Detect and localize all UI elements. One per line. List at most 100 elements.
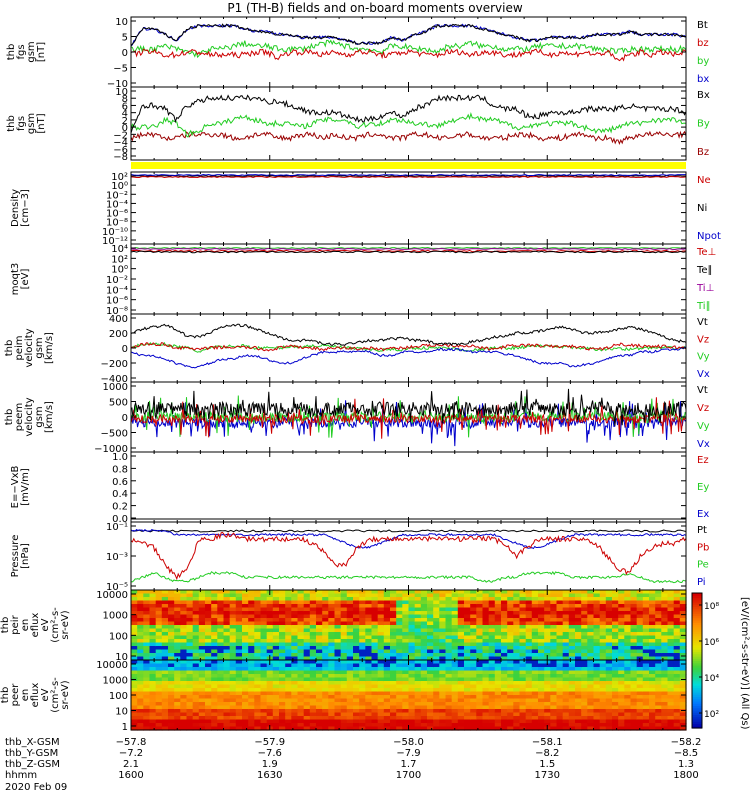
spectrogram-cell [248,639,255,644]
colorbar-cell [692,723,702,727]
spectrogram-cell [538,656,545,661]
spectrogram-cell [642,670,650,675]
spectrogram-cell [414,632,422,637]
spectrogram-cell [328,681,336,686]
spectrogram-cell [679,702,687,707]
spectrogram-cell [254,677,262,682]
spectrogram-cell [587,646,595,651]
spectrogram-cell [525,621,533,626]
spectrogram-cell [531,674,539,679]
spectrogram-cell [205,684,212,689]
spectrogram-cell [630,681,638,686]
spectrogram-cell [328,604,336,609]
spectrogram-cell [383,600,391,605]
spectrogram-cell [562,663,570,668]
spectrogram-cell [371,688,379,693]
spectrogram-cell [476,597,484,602]
spectrogram-cell [476,716,484,721]
spectrogram-cell [538,600,545,605]
spectrogram-cell [242,691,249,696]
spectrogram-cell [439,688,447,693]
spectrogram-cell [359,674,366,679]
spectrogram-cell [143,712,151,717]
spectrogram-cell [390,607,397,612]
spectrogram-cell [649,726,656,731]
spectrogram-cell [353,670,360,675]
spectrogram-cell [359,635,366,640]
spectrogram-cell [303,688,311,693]
spectrogram-cell [519,674,527,679]
spectrogram-cell [260,604,268,609]
spectrogram-cell [155,628,163,633]
spectrogram-cell [229,688,237,693]
spectrogram-cell [624,642,632,647]
spectrogram-cell [544,688,551,693]
spectrogram-cell [168,719,175,724]
spectrogram-cell [525,716,533,721]
spectrogram-cell [223,597,231,602]
spectrogram-cell [223,607,231,612]
spectrogram-cell [180,677,188,682]
spectrogram-cell [334,649,342,654]
colorbar-cell [692,647,702,650]
spectrogram-cell [439,604,447,609]
legend-item: Bt [697,20,708,31]
spectrogram-cell [636,674,644,679]
spectrogram-cell [396,646,403,651]
spectrogram-cell [494,593,502,598]
spectrogram-cell [396,709,403,714]
spectrogram-cell [581,709,588,714]
spectrogram-cell [390,618,397,623]
spectrogram-cell [636,618,644,623]
spectrogram-cell [192,632,200,637]
spectrogram-cell [420,695,428,700]
spectrogram-cell [297,604,305,609]
spectrogram-cell [365,635,373,640]
spectrogram-cell [316,625,323,630]
spectrogram-cell [192,649,200,654]
spectrogram-cell [550,705,558,710]
spectrogram-cell [322,621,329,626]
colorbar-cell [692,701,702,704]
spectrogram-cell [439,674,447,679]
spectrogram-cell [211,628,218,633]
y-tick-label: 0 [122,123,128,134]
spectrogram-cell [217,628,225,633]
spectrogram-cell [266,618,274,623]
spectrogram-cell [383,684,391,689]
spectrogram-cell [679,642,687,647]
spectrogram-cell [334,695,342,700]
y-axis-label-line: velocity [24,328,35,367]
spectrogram-cell [451,723,459,728]
spectrogram-cell [396,621,403,626]
spectrogram-cell [488,681,496,686]
spectrogram-cell [488,660,496,665]
spectrogram-cell [501,590,508,595]
spectrogram-cell [494,632,502,637]
y-axis-label-line: [km/s] [44,332,55,364]
spectrogram-cell [470,688,477,693]
spectrogram-cell [155,593,163,598]
spectrogram-cell [519,716,527,721]
spectrogram-cell [525,632,533,637]
spectrogram-cell [673,635,681,640]
y-axis-label-line: eV [40,618,51,631]
spectrogram-cell [482,709,490,714]
spectrogram-cell [655,681,662,686]
spectrogram-cell [488,674,496,679]
spectrogram-cell [556,597,564,602]
spectrogram-cell [285,684,292,689]
spectrogram-cell [254,663,262,668]
spectrogram-cell [642,600,650,605]
spectrogram-cell [445,667,453,672]
spectrogram-cell [655,705,662,710]
spectrogram-cell [223,611,231,616]
spectrogram-cell [457,677,465,682]
spectrogram-cell [531,628,539,633]
spectrogram-cell [408,723,416,728]
spectrogram-cell [501,614,508,619]
spectrogram-cell [408,635,416,640]
spectrogram-cell [359,653,366,658]
spectrogram-cell [223,705,231,710]
spectrogram-cell [223,712,231,717]
